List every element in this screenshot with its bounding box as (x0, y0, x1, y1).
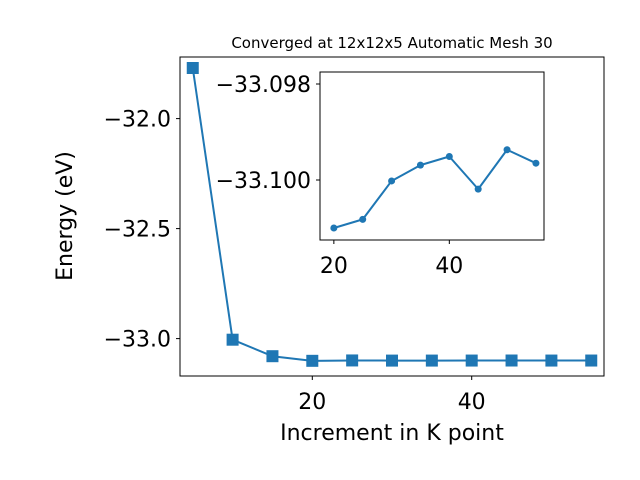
main-data-point (425, 354, 438, 367)
main-x-tick-label: 20 (298, 390, 326, 415)
inset-y-ticks: −33.100 −33.098 (216, 73, 320, 194)
inset-series (330, 146, 540, 232)
main-data-point (545, 354, 558, 367)
x-axis-label: Increment in K point (280, 421, 504, 446)
inset-data-point (532, 159, 540, 167)
main-data-point (505, 354, 518, 367)
main-y-tick-label: −33.0 (104, 328, 171, 353)
main-y-tick-label: −32.5 (104, 218, 171, 243)
inset-data-point (359, 215, 367, 223)
inset-data-point (474, 185, 482, 193)
inset-chart: 20 40 −33.100−33.098 (216, 71, 545, 279)
main-data-point (585, 354, 598, 367)
inset-series-line (333, 148, 537, 229)
inset-y-tick-label: −33.100 (216, 169, 311, 194)
main-data-point (226, 333, 239, 346)
inset-data-point (388, 177, 396, 185)
inset-data-point (503, 146, 511, 154)
y-axis-label: Energy (eV) (53, 151, 78, 281)
inset-plot-frame (319, 71, 545, 241)
inset-data-point (445, 152, 453, 160)
inset-x-tick-label: 20 (320, 254, 348, 279)
main-series (186, 62, 598, 367)
inset-x-ticks: 20 40 (320, 240, 463, 279)
main-data-point (186, 62, 199, 74)
main-y-ticks: −32.0 −32.5 −33.0 (104, 108, 180, 353)
main-data-point (266, 350, 279, 363)
main-y-tick-label: −32.0 (104, 108, 171, 133)
inset-plot-area (330, 146, 540, 232)
inset-x-tick-label: 40 (435, 254, 463, 279)
main-x-ticks: 20 40 (298, 376, 486, 415)
main-chart: Converged at 12x12x5 Automatic Mesh 30 2… (53, 34, 605, 446)
main-plot-area (186, 62, 598, 367)
inset-data-point (416, 161, 424, 169)
inset-data-point (330, 224, 338, 232)
chart-title: Converged at 12x12x5 Automatic Mesh 30 (231, 34, 552, 52)
main-plot-frame (179, 56, 605, 377)
main-x-tick-label: 40 (458, 390, 486, 415)
inset-y-tick-label: −33.098 (216, 73, 311, 98)
main-data-point (306, 354, 319, 367)
main-data-point (386, 354, 398, 367)
main-data-point (346, 354, 359, 367)
main-data-point (465, 354, 478, 367)
